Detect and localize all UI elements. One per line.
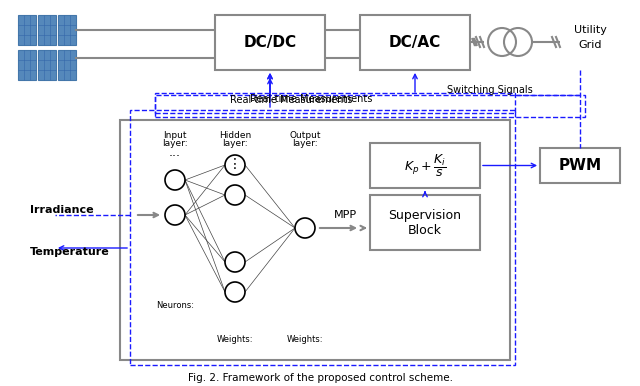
Text: Real-time Measurements: Real-time Measurements: [250, 94, 372, 104]
Bar: [18, 50, 36, 80]
Text: Supervision: Supervision: [388, 209, 461, 222]
Text: Utility: Utility: [573, 25, 607, 35]
Bar: [215, 15, 325, 70]
Bar: [540, 148, 620, 183]
Bar: [58, 15, 76, 45]
Text: PWM: PWM: [559, 158, 602, 173]
Bar: [38, 15, 56, 45]
Bar: [370, 195, 480, 250]
Text: MPP: MPP: [333, 210, 356, 220]
Bar: [58, 50, 76, 80]
Text: DC/AC: DC/AC: [389, 35, 441, 50]
Text: Grid: Grid: [579, 40, 602, 50]
Text: ...: ...: [169, 147, 181, 159]
Text: Fig. 2. Framework of the proposed control scheme.: Fig. 2. Framework of the proposed contro…: [188, 373, 452, 383]
Bar: [370, 143, 480, 188]
Bar: [130, 110, 515, 365]
Bar: [360, 15, 470, 70]
Text: layer:: layer:: [222, 139, 248, 147]
Text: DC/DC: DC/DC: [243, 35, 296, 50]
Text: Real-time Measurements: Real-time Measurements: [230, 95, 353, 105]
Text: Switching Signals: Switching Signals: [447, 85, 533, 95]
Text: layer:: layer:: [292, 139, 318, 147]
Text: Output: Output: [289, 130, 321, 139]
Text: Neurons:: Neurons:: [156, 300, 194, 310]
Bar: [38, 50, 56, 80]
Bar: [155, 93, 515, 113]
Text: layer:: layer:: [162, 139, 188, 147]
Text: Weights:: Weights:: [287, 335, 323, 344]
Text: Hidden: Hidden: [219, 130, 251, 139]
Bar: [120, 120, 510, 360]
Bar: [155, 95, 585, 117]
Text: Temperature: Temperature: [30, 247, 109, 257]
Text: Irradiance: Irradiance: [30, 205, 93, 215]
Text: $K_p + \dfrac{K_i}{s}$: $K_p + \dfrac{K_i}{s}$: [404, 152, 446, 178]
Bar: [18, 15, 36, 45]
Text: ⋮: ⋮: [228, 157, 242, 171]
Text: Block: Block: [408, 224, 442, 237]
Text: Input: Input: [163, 130, 187, 139]
Text: Weights:: Weights:: [217, 335, 253, 344]
